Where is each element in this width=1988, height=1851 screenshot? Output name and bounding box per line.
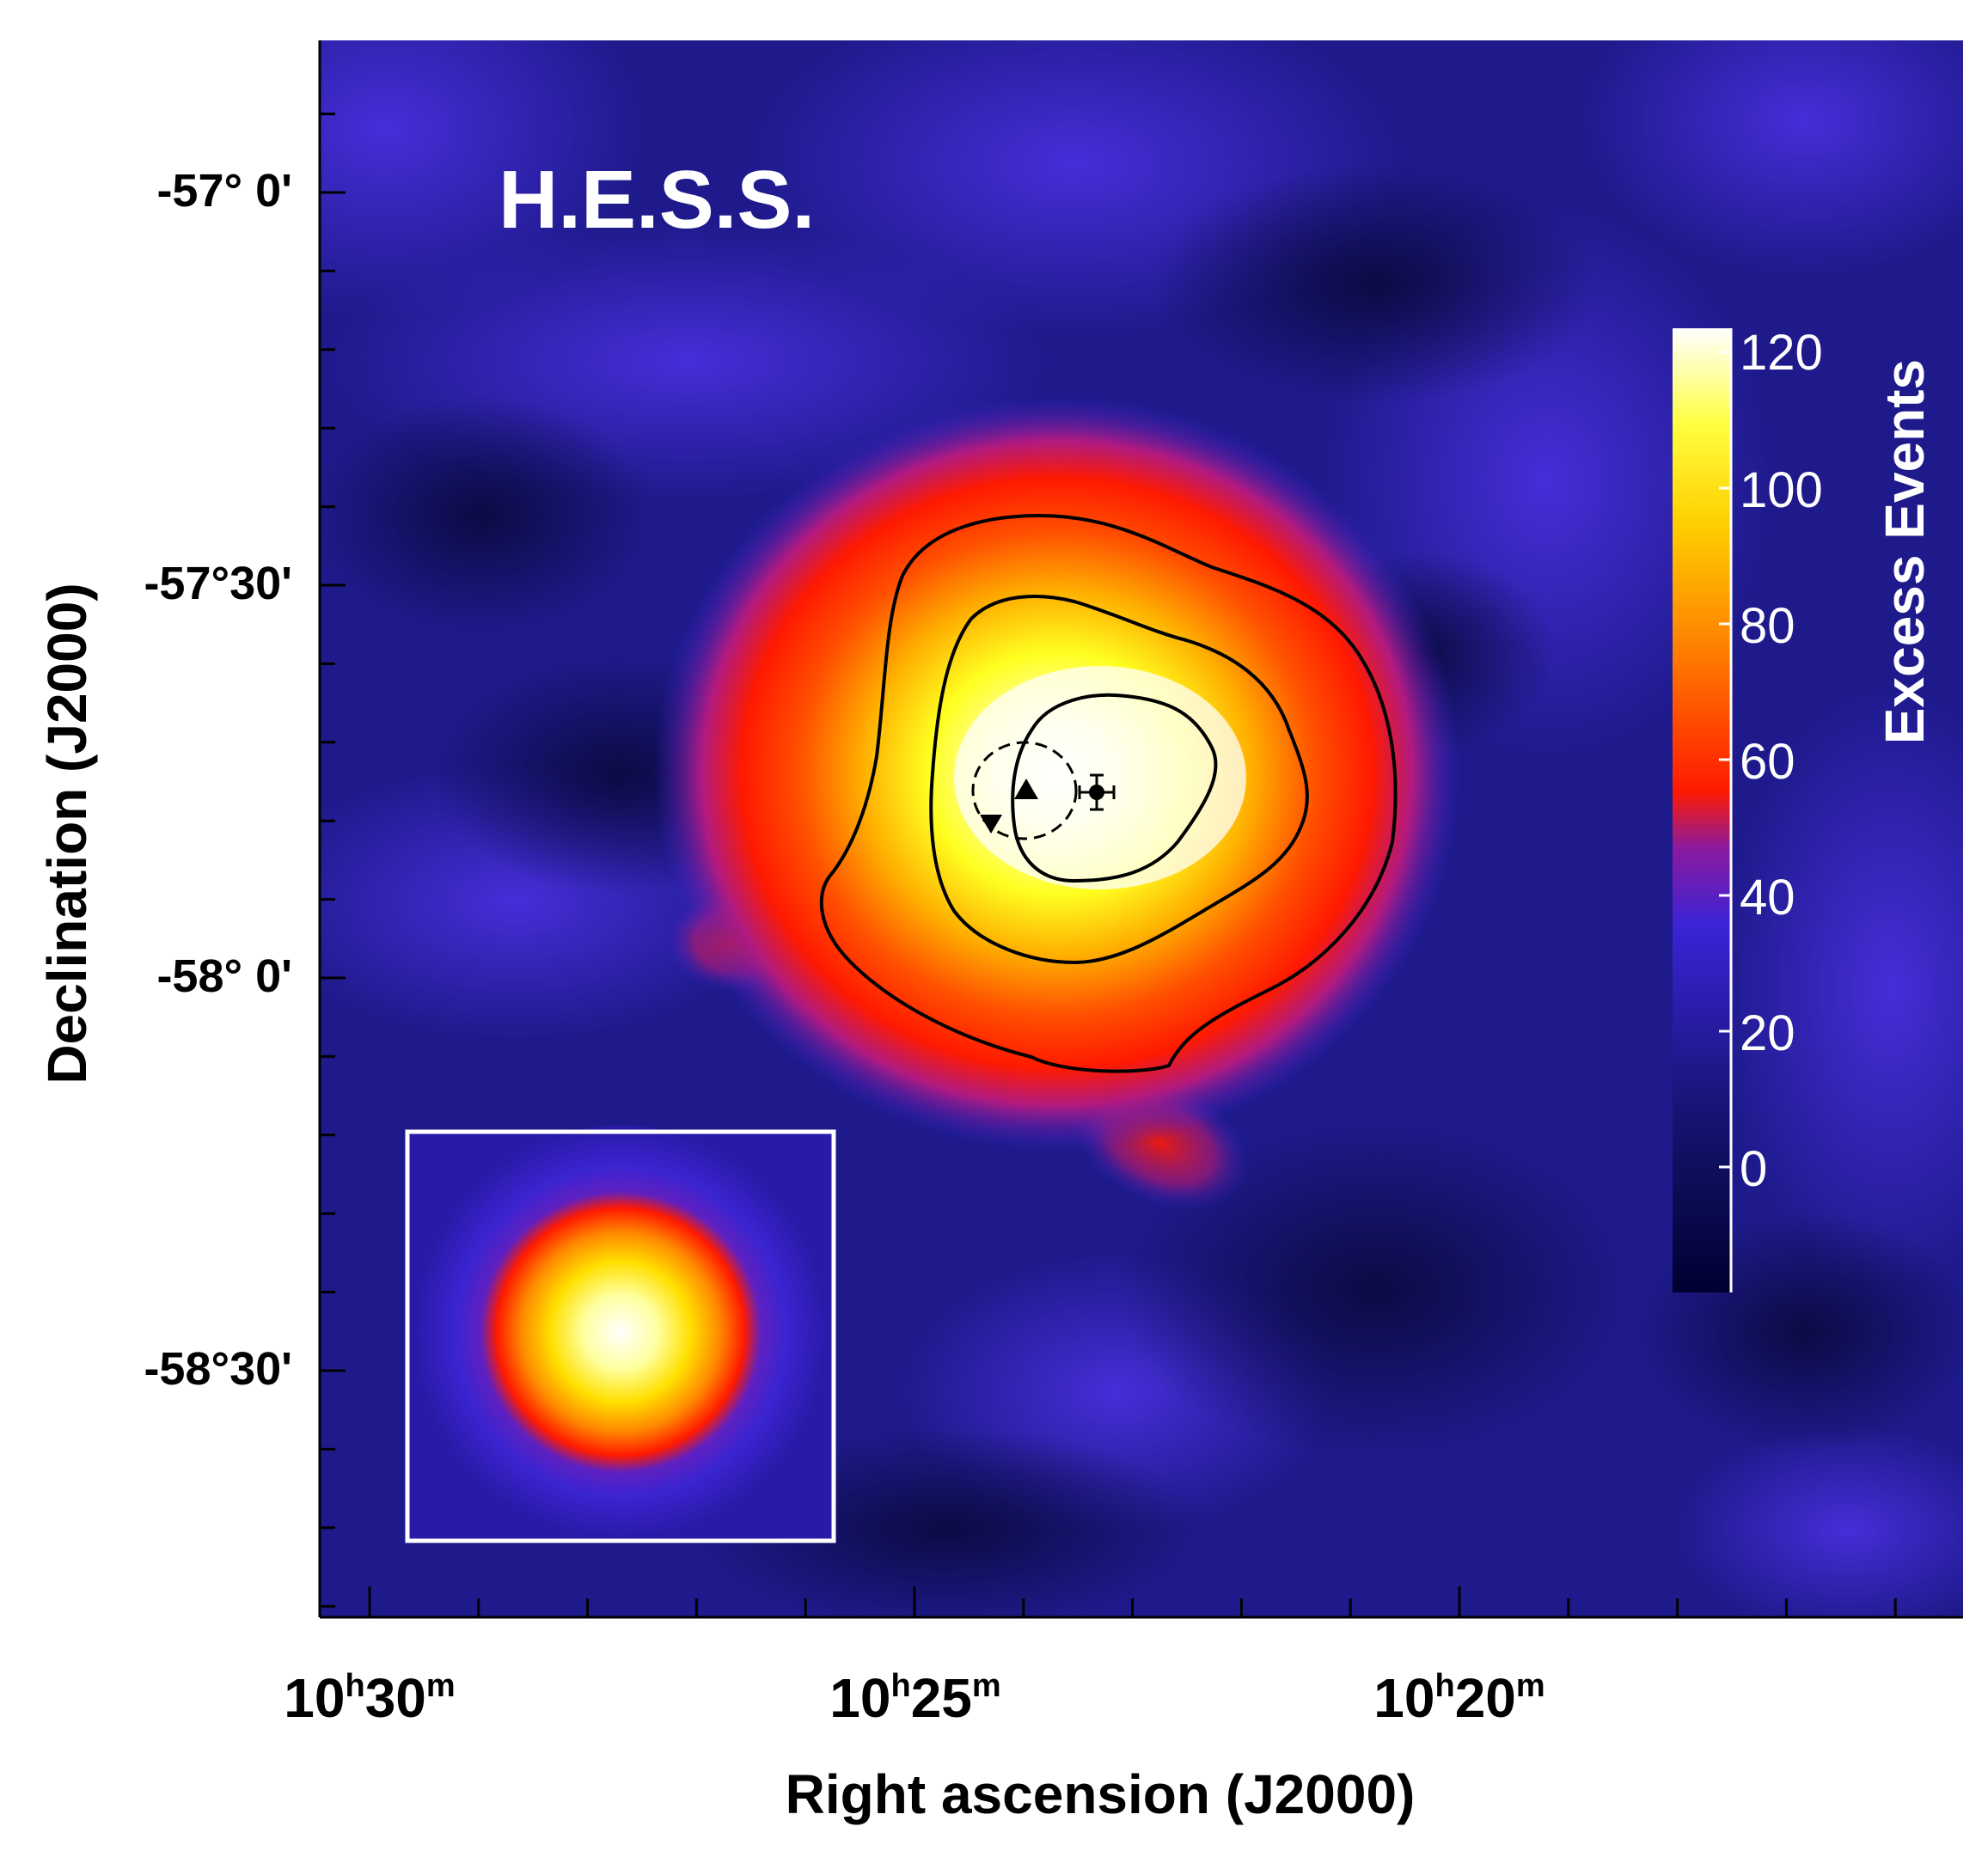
- x-axis-ticks: [368, 1586, 1897, 1617]
- colorbar-gradient: [1673, 328, 1731, 1292]
- x-axis-title: Right ascension (J2000): [786, 1763, 1416, 1825]
- y-axis-title: Declination (J2000): [36, 583, 98, 1084]
- best-fit-marker: [1078, 773, 1116, 811]
- triangle-down-marker: [980, 815, 1002, 834]
- colorbar-tick-label: 80: [1740, 598, 1795, 654]
- background-blob: [1581, 40, 1963, 275]
- colorbar-tick-label: 40: [1740, 870, 1795, 926]
- x-tick-label: 10h20m: [1373, 1667, 1545, 1729]
- dashed-circle-marker: [971, 741, 1078, 840]
- background-dark: [320, 395, 653, 636]
- colorbar-ticks: [1719, 351, 1731, 1169]
- background-dark: [1152, 163, 1599, 404]
- psf-inset: [405, 1126, 836, 1543]
- colorbar-tick-label: 100: [1740, 462, 1823, 518]
- gamma-ray-source-core: [954, 666, 1246, 889]
- y-tick-label: -58°30': [144, 1343, 292, 1395]
- colorbar: 120 100 80 60 40 20 0 Excess Events: [1673, 325, 1936, 1292]
- x-tick-label: 10h30m: [284, 1667, 455, 1729]
- contour-middle: [929, 595, 1309, 965]
- y-tick-label: -57°30': [144, 558, 292, 609]
- x-tick-label: 10h25m: [829, 1667, 1000, 1729]
- y-axis-ticks: [320, 113, 346, 1608]
- sky-map: [320, 40, 1963, 1617]
- background-dark: [1117, 1117, 1633, 1461]
- colorbar-tick-label: 0: [1740, 1141, 1767, 1197]
- contour-outer: [819, 513, 1398, 1073]
- colorbar-tick-label: 20: [1740, 1005, 1795, 1061]
- background-blob: [1676, 1426, 1963, 1617]
- triangle-up-marker: [1014, 779, 1038, 799]
- colorbar-tick-label: 60: [1740, 734, 1795, 790]
- colorbar-tick-label: 120: [1740, 325, 1823, 381]
- background-blob: [1719, 687, 1963, 1289]
- contour-inner: [1011, 693, 1218, 883]
- y-tick-label: -57° 0': [156, 165, 292, 217]
- chart-title: H.E.S.S.: [499, 154, 815, 246]
- y-tick-label: -58° 0': [156, 950, 292, 1002]
- colorbar-title: Excess Events: [1874, 359, 1936, 744]
